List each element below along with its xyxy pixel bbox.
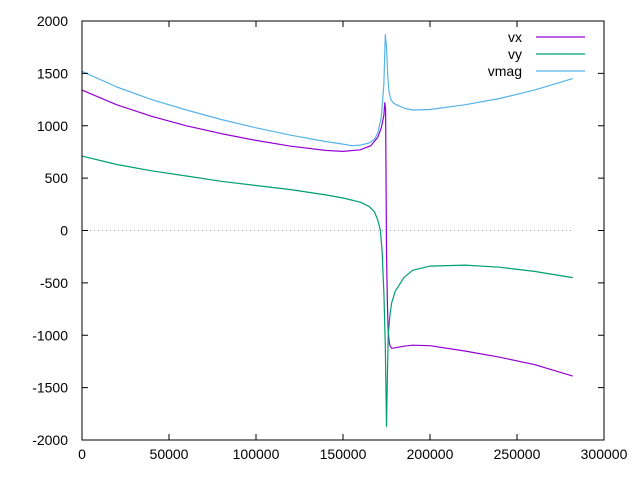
- y-tick-label: 1000: [37, 118, 68, 134]
- y-tick-label: 0: [60, 223, 68, 239]
- series-line-vy: [81, 155, 573, 427]
- y-tick-label: -1500: [32, 380, 68, 396]
- x-tick-label: 100000: [233, 446, 280, 462]
- series-line-vx: [81, 89, 573, 377]
- x-tick-label: 50000: [150, 446, 189, 462]
- plot-frame: [81, 20, 605, 441]
- legend-label-vy: vy: [508, 46, 522, 62]
- x-tick-label: 0: [78, 446, 86, 462]
- x-tick-label: 200000: [407, 446, 454, 462]
- axes: 0 50000 100000 150000 200000 250000 300000 -200…: [32, 13, 627, 462]
- legend-label-vmag: vmag: [488, 63, 522, 79]
- y-tick-label: -1000: [32, 327, 68, 343]
- plot-area: [81, 33, 573, 427]
- x-tick-label: 300000: [581, 446, 628, 462]
- x-tick-label: 150000: [320, 446, 367, 462]
- series-line-vmag: [81, 33, 573, 147]
- y-tick-label: -2000: [32, 432, 68, 448]
- x-tick-label: 250000: [494, 446, 541, 462]
- y-tick-label: 2000: [37, 13, 68, 29]
- y-tick-label: 500: [45, 170, 69, 186]
- y-tick-label: -500: [40, 275, 68, 291]
- legend-label-vx: vx: [508, 29, 522, 45]
- y-tick-label: 1500: [37, 65, 68, 81]
